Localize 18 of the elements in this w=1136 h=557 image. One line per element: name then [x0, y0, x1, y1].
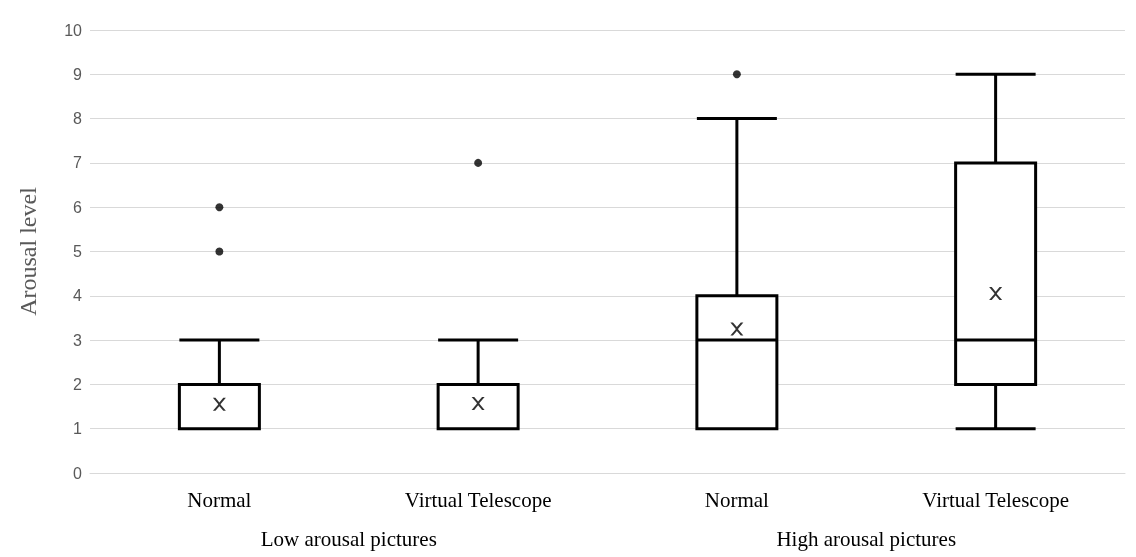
y-axis-title: Arousal level	[15, 186, 41, 316]
x-tick-label: Normal	[704, 487, 770, 512]
y-tick-label: 2	[73, 375, 83, 393]
y-tick-label: 8	[73, 110, 83, 128]
text: High arousal pictures	[776, 526, 957, 551]
y-tick-label: 0	[73, 464, 83, 482]
y-tick-label: 6	[73, 198, 83, 216]
y-tick-label: 3	[73, 331, 83, 349]
y-tick-label: 1	[73, 420, 83, 438]
text: Low arousal pictures	[260, 526, 437, 551]
y-tick-label: 4	[73, 287, 83, 305]
x-tick-label: Virtual Telescope	[404, 487, 552, 512]
y-tick-label: 5	[73, 243, 83, 260]
y-tick-label: 10	[64, 21, 83, 39]
y-tick-label: 7	[73, 154, 83, 172]
y-tick-label: 9	[73, 65, 83, 83]
x-tick-label: Virtual Telescope	[922, 487, 1069, 512]
x-tick-label: Normal	[187, 487, 252, 512]
